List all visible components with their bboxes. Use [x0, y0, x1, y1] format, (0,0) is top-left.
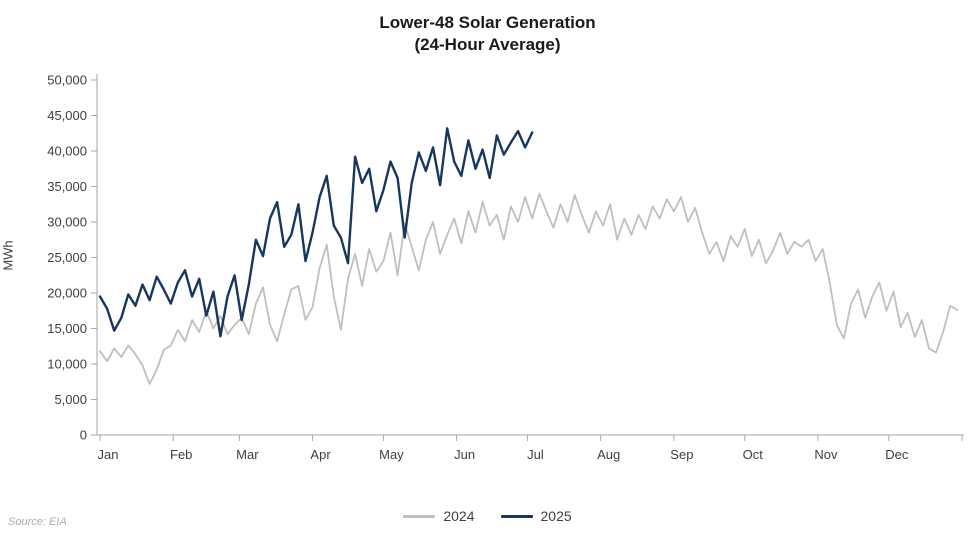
y-axis-tick-label: 45,000: [47, 108, 87, 123]
y-axis-tick-label: 30,000: [47, 215, 87, 230]
legend-label-2024: 2024: [443, 508, 475, 524]
series-line-2025: [98, 127, 534, 338]
series-line-2024: [99, 192, 959, 385]
y-axis-tick-label: 5,000: [54, 392, 87, 407]
y-axis-tick-label: 10,000: [47, 357, 87, 372]
x-axis-tick-label: Sep: [670, 447, 693, 462]
legend-item-2025: 2025: [500, 508, 572, 524]
chart-title-line2: (24-Hour Average): [414, 35, 561, 54]
y-axis-tick-label: 20,000: [47, 286, 87, 301]
legend-item-2024: 2024: [403, 508, 475, 524]
x-axis-tick-label: Jul: [527, 447, 544, 462]
x-axis-tick-label: Mar: [236, 447, 259, 462]
x-axis-tick-label: Nov: [814, 447, 838, 462]
x-axis-tick-label: Oct: [743, 447, 764, 462]
legend-label-2025: 2025: [540, 508, 572, 524]
legend-swatch-2024: [403, 514, 436, 518]
x-axis-tick-label: Apr: [310, 447, 331, 462]
y-axis-title: MWh: [0, 240, 16, 271]
y-axis-tick-label: 25,000: [47, 250, 87, 265]
x-axis-tick-label: Jun: [454, 447, 475, 462]
y-axis-tick-label: 15,000: [47, 321, 87, 336]
x-axis-tick-label: Aug: [597, 447, 620, 462]
x-axis-tick-label: May: [379, 447, 404, 462]
legend-swatch-2025: [500, 514, 533, 518]
legend: 2024 2025: [0, 508, 975, 524]
x-axis-tick-label: Feb: [170, 447, 192, 462]
y-axis-tick-label: 35,000: [47, 179, 87, 194]
y-axis-tick-label: 50,000: [47, 73, 87, 88]
y-axis-tick-label: 0: [80, 428, 87, 443]
x-axis-tick-label: Dec: [885, 447, 909, 462]
source-note: Source: EIA: [8, 516, 67, 528]
y-axis-tick-label: 40,000: [47, 144, 87, 159]
chart-title-line1: Lower-48 Solar Generation: [379, 13, 596, 32]
x-axis-tick-label: Jan: [98, 447, 119, 462]
chart-title: Lower-48 Solar Generation (24-Hour Avera…: [0, 12, 975, 56]
